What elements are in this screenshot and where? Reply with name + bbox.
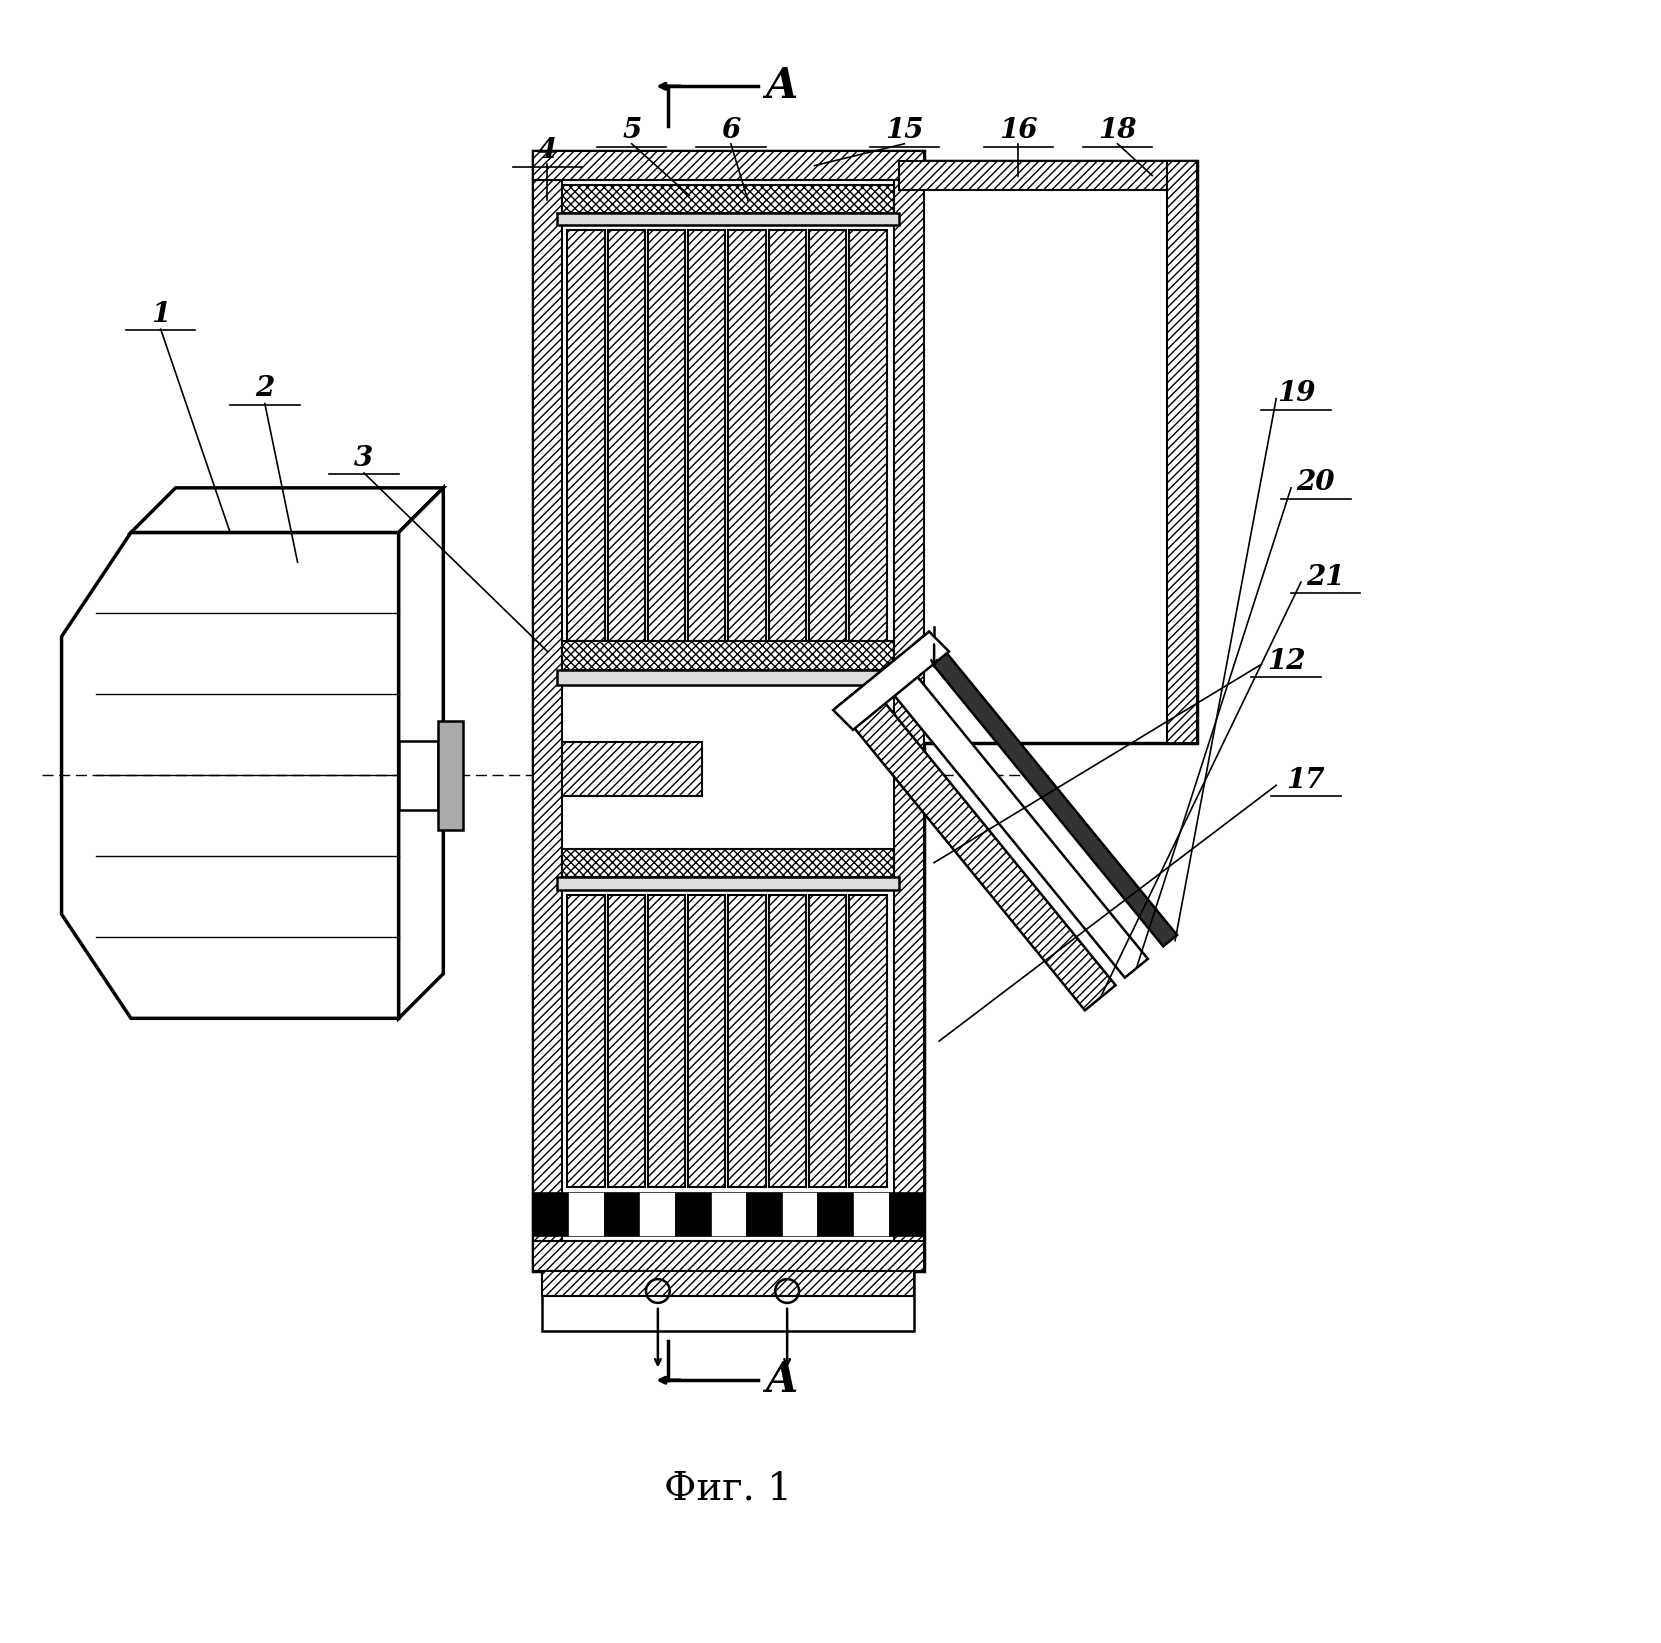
Polygon shape [837, 682, 1116, 1010]
Text: 20: 20 [1297, 470, 1335, 496]
Text: 6: 6 [721, 117, 741, 145]
Bar [533, 151, 924, 1272]
Text: 19: 19 [1277, 380, 1316, 407]
Bar [568, 895, 605, 1186]
Bar [1168, 161, 1198, 743]
Bar [854, 1191, 889, 1237]
Polygon shape [131, 488, 443, 532]
Bar [639, 1191, 674, 1237]
Polygon shape [834, 631, 948, 729]
Polygon shape [915, 631, 1178, 946]
Text: A: A [766, 1359, 797, 1401]
Bar [849, 230, 887, 641]
Bar [729, 230, 766, 641]
Bar [648, 895, 684, 1186]
Bar [608, 230, 644, 641]
Bar [899, 161, 1198, 743]
Bar [711, 1191, 746, 1237]
Bar [899, 161, 1198, 191]
Bar [563, 186, 895, 214]
Text: 12: 12 [1267, 647, 1306, 675]
Bar [608, 895, 644, 1186]
Text: 16: 16 [1000, 117, 1038, 145]
Bar [782, 1191, 817, 1237]
Bar [563, 849, 895, 876]
Bar [849, 895, 887, 1186]
Text: 1: 1 [151, 301, 171, 329]
Text: 17: 17 [1287, 767, 1325, 794]
Text: Фиг. 1: Фиг. 1 [664, 1470, 792, 1508]
Text: 21: 21 [1307, 564, 1345, 590]
Bar [769, 230, 806, 641]
Text: 3: 3 [354, 445, 374, 472]
Bar [809, 895, 845, 1186]
Bar [543, 1272, 914, 1331]
Polygon shape [877, 656, 1148, 978]
Text: 2: 2 [256, 375, 274, 403]
Bar [533, 151, 924, 181]
Bar [533, 151, 563, 1272]
Polygon shape [61, 532, 399, 1019]
Bar [568, 1191, 603, 1237]
Bar [558, 670, 899, 685]
Bar [674, 1191, 711, 1237]
Text: 5: 5 [623, 117, 641, 145]
Text: A: A [766, 66, 797, 107]
Polygon shape [399, 488, 443, 1019]
Bar [648, 230, 684, 641]
Bar [399, 741, 439, 810]
Bar [558, 214, 899, 225]
Text: 4: 4 [538, 138, 556, 164]
Bar [688, 895, 726, 1186]
Bar [533, 1191, 568, 1237]
Bar [809, 230, 845, 641]
Bar [439, 721, 463, 830]
Bar [769, 895, 806, 1186]
Text: 18: 18 [1098, 117, 1136, 145]
Bar [563, 741, 703, 797]
Bar [688, 230, 726, 641]
Bar [533, 1242, 924, 1272]
Bar [817, 1191, 854, 1237]
Bar [603, 1191, 639, 1237]
Text: 15: 15 [885, 117, 924, 145]
Bar [563, 641, 895, 670]
Bar [568, 230, 605, 641]
Bar [746, 1191, 782, 1237]
Bar [558, 876, 899, 891]
Bar [889, 1191, 924, 1237]
Bar [895, 151, 924, 1272]
Bar [543, 1272, 914, 1296]
Bar [729, 895, 766, 1186]
